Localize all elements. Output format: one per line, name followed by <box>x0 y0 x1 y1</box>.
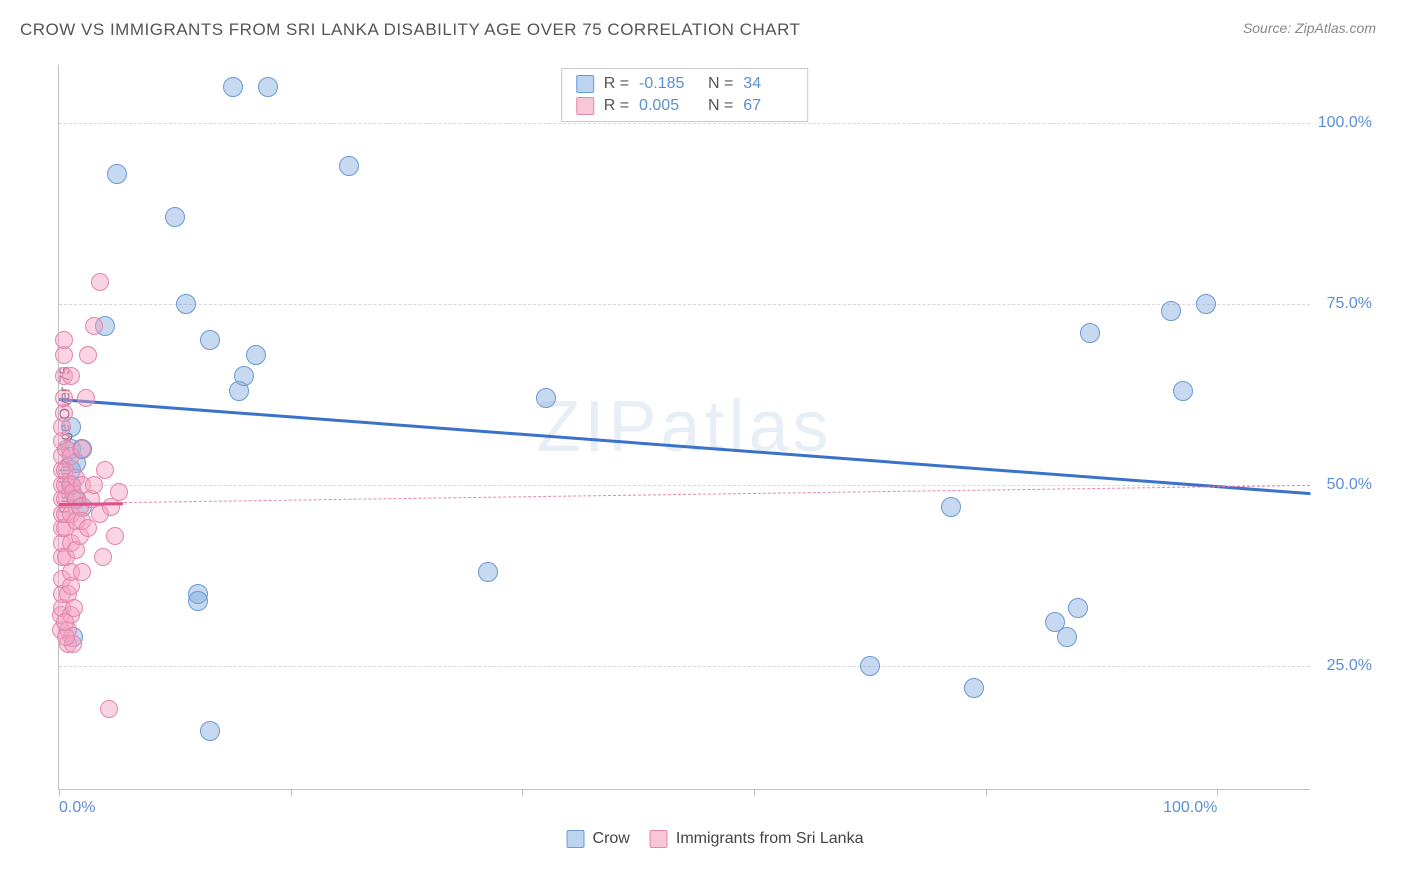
data-point <box>478 562 498 582</box>
legend-swatch <box>567 830 585 848</box>
legend-item: Crow <box>567 830 630 848</box>
stat-r-label: R = <box>604 97 629 115</box>
data-point <box>860 656 880 676</box>
gridline <box>59 304 1310 305</box>
x-tick <box>1217 789 1218 796</box>
legend-swatch <box>576 97 594 115</box>
data-point <box>73 440 91 458</box>
data-point <box>55 331 73 349</box>
gridline <box>59 485 1310 486</box>
data-point <box>234 366 254 386</box>
stats-row: R = -0.185 N = 34 <box>576 75 794 93</box>
data-point <box>85 317 103 335</box>
data-point <box>106 527 124 545</box>
source-attribution: Source: ZipAtlas.com <box>1243 20 1376 36</box>
data-point <box>176 294 196 314</box>
data-point <box>85 476 103 494</box>
x-tick <box>59 789 60 796</box>
x-tick <box>986 789 987 796</box>
trend-line <box>59 485 1310 504</box>
stat-n-value: 34 <box>743 75 793 93</box>
stats-legend-box: R = -0.185 N = 34R = 0.005 N = 67 <box>561 68 809 122</box>
data-point <box>1068 598 1088 618</box>
data-point <box>91 273 109 291</box>
legend-swatch <box>650 830 668 848</box>
data-point <box>1196 294 1216 314</box>
data-point <box>55 389 73 407</box>
gridline <box>59 123 1310 124</box>
stat-r-value: -0.185 <box>639 75 689 93</box>
data-point <box>200 330 220 350</box>
stats-row: R = 0.005 N = 67 <box>576 97 794 115</box>
x-tick <box>291 789 292 796</box>
stat-n-label: N = <box>699 97 733 115</box>
data-point <box>1080 323 1100 343</box>
data-point <box>110 483 128 501</box>
data-point <box>100 700 118 718</box>
data-point <box>1161 301 1181 321</box>
data-point <box>73 563 91 581</box>
data-point <box>96 461 114 479</box>
data-point <box>200 721 220 741</box>
data-point <box>56 613 74 631</box>
data-point <box>188 591 208 611</box>
chart-title: CROW VS IMMIGRANTS FROM SRI LANKA DISABI… <box>20 20 800 40</box>
chart-container: Disability Age Over 75 ZIPatlas R = -0.1… <box>50 60 1380 820</box>
legend-label: Immigrants from Sri Lanka <box>676 830 864 848</box>
data-point <box>1057 627 1077 647</box>
stat-r-value: 0.005 <box>639 97 689 115</box>
data-point <box>79 346 97 364</box>
data-point <box>165 207 185 227</box>
data-point <box>941 497 961 517</box>
data-point <box>77 389 95 407</box>
y-tick-label: 100.0% <box>1318 114 1372 132</box>
data-point <box>536 388 556 408</box>
stat-n-value: 67 <box>743 97 793 115</box>
plot-area: ZIPatlas R = -0.185 N = 34R = 0.005 N = … <box>58 65 1310 790</box>
data-point <box>258 77 278 97</box>
data-point <box>339 156 359 176</box>
x-tick <box>754 789 755 796</box>
x-tick-label: 0.0% <box>59 799 95 817</box>
y-tick-label: 75.0% <box>1327 295 1372 313</box>
data-point <box>62 367 80 385</box>
stat-n-label: N = <box>699 75 733 93</box>
y-tick-label: 25.0% <box>1327 657 1372 675</box>
data-point <box>94 548 112 566</box>
x-tick-label: 100.0% <box>1163 799 1217 817</box>
data-point <box>964 678 984 698</box>
stat-r-label: R = <box>604 75 629 93</box>
data-point <box>1173 381 1193 401</box>
x-tick <box>522 789 523 796</box>
legend-swatch <box>576 75 594 93</box>
data-point <box>223 77 243 97</box>
data-point <box>107 164 127 184</box>
legend-label: Crow <box>593 830 630 848</box>
legend-item: Immigrants from Sri Lanka <box>650 830 864 848</box>
bottom-legend: Crow Immigrants from Sri Lanka <box>567 830 864 848</box>
data-point <box>246 345 266 365</box>
y-tick-label: 50.0% <box>1327 476 1372 494</box>
trend-line <box>59 398 1310 495</box>
data-point <box>79 519 97 537</box>
gridline <box>59 666 1310 667</box>
